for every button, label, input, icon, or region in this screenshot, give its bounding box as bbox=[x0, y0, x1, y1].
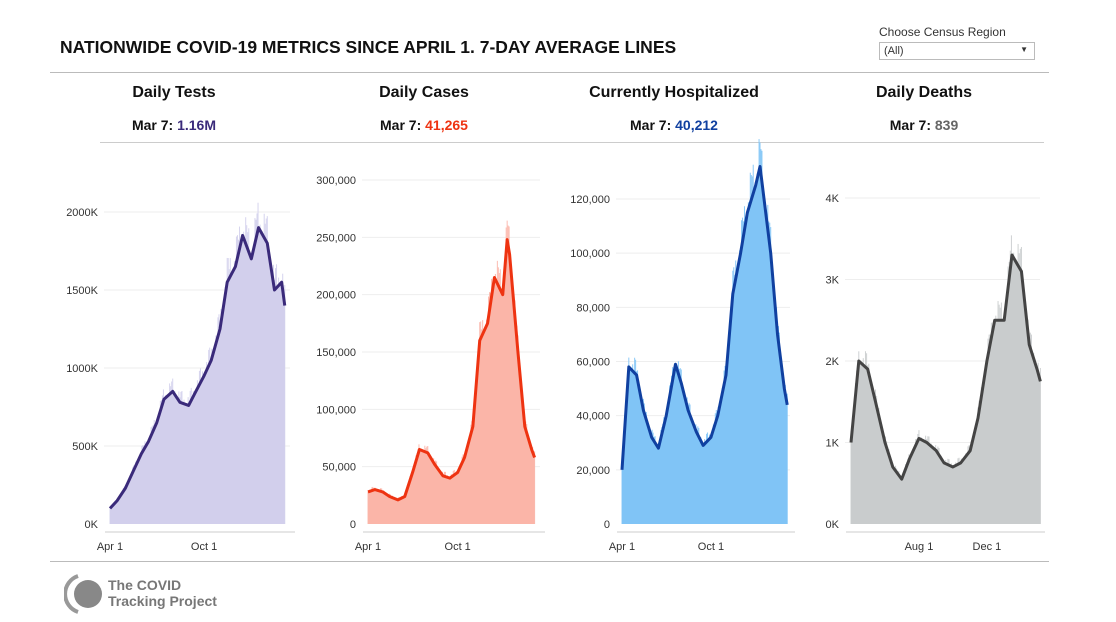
y-tick-label: 1K bbox=[826, 438, 840, 450]
y-tick-label: 60,000 bbox=[576, 357, 610, 369]
x-tick-label: Apr 1 bbox=[355, 541, 381, 553]
y-tick-label: 2000K bbox=[66, 207, 98, 219]
avg-line bbox=[849, 253, 1042, 481]
latest-metric: Mar 7: 839 bbox=[799, 117, 1049, 133]
x-tick-label: Apr 1 bbox=[609, 541, 635, 553]
y-tick-label: 300,000 bbox=[316, 175, 356, 187]
x-tick-label: Dec 1 bbox=[973, 541, 1002, 553]
y-tick-label: 40,000 bbox=[576, 411, 610, 423]
avg-line bbox=[108, 226, 287, 510]
avg-line bbox=[620, 165, 789, 470]
area-fill bbox=[622, 166, 788, 524]
chart-title: Currently Hospitalized bbox=[589, 84, 759, 101]
region-select[interactable]: (All) ▼ bbox=[879, 42, 1035, 60]
logo-line2: Tracking Project bbox=[108, 593, 217, 609]
y-tick-label: 0 bbox=[350, 519, 356, 531]
area-fill bbox=[368, 239, 535, 525]
y-tick-label: 80,000 bbox=[576, 302, 610, 314]
divider bbox=[50, 561, 1049, 562]
logo-text: The COVID Tracking Project bbox=[108, 577, 217, 609]
y-tick-label: 1500K bbox=[66, 285, 98, 297]
logo-line1: The COVID bbox=[108, 577, 182, 593]
chart-title: Daily Tests bbox=[132, 84, 216, 101]
latest-label: Mar 7: bbox=[131, 117, 174, 133]
y-tick-label: 50,000 bbox=[322, 462, 356, 474]
x-tick-label: Oct 1 bbox=[191, 541, 217, 553]
x-tick-label: Apr 1 bbox=[97, 541, 123, 553]
x-tick-label: Oct 1 bbox=[445, 541, 471, 553]
y-tick-label: 3K bbox=[826, 275, 840, 287]
y-tick-label: 0 bbox=[604, 519, 610, 531]
latest-label: Mar 7: bbox=[889, 117, 931, 133]
region-filter-label: Choose Census Region bbox=[879, 25, 1006, 39]
chart-title: Daily Cases bbox=[379, 84, 469, 101]
latest-metric: Mar 7: 1.16M bbox=[49, 117, 299, 133]
divider bbox=[50, 72, 1049, 73]
latest-label: Mar 7: bbox=[380, 117, 422, 133]
latest-value: 40,212 bbox=[675, 117, 718, 133]
y-tick-label: 500K bbox=[72, 441, 98, 453]
y-tick-label: 20,000 bbox=[576, 465, 610, 477]
y-tick-label: 250,000 bbox=[316, 232, 356, 244]
region-select-value: (All) bbox=[884, 45, 904, 57]
y-tick-label: 100,000 bbox=[570, 248, 610, 260]
latest-metric: Mar 7: 41,265 bbox=[299, 117, 549, 133]
page-title: NATIONWIDE COVID-19 METRICS SINCE APRIL … bbox=[60, 37, 677, 57]
area-fill bbox=[110, 227, 285, 524]
latest-value: 839 bbox=[934, 117, 959, 133]
avg-line bbox=[367, 238, 537, 502]
y-tick-label: 150,000 bbox=[316, 347, 356, 359]
divider bbox=[100, 142, 1044, 143]
latest-label: Mar 7: bbox=[630, 117, 672, 133]
y-tick-label: 200,000 bbox=[316, 290, 356, 302]
x-tick-label: Oct 1 bbox=[698, 541, 724, 553]
latest-value: 1.16M bbox=[177, 117, 217, 133]
y-tick-label: 4K bbox=[826, 193, 840, 205]
y-tick-label: 2K bbox=[826, 356, 840, 368]
y-tick-label: 0K bbox=[85, 519, 99, 531]
y-tick-label: 1000K bbox=[66, 363, 98, 375]
latest-value: 41,265 bbox=[425, 117, 468, 133]
latest-metric: Mar 7: 40,212 bbox=[549, 117, 799, 133]
chevron-down-icon: ▼ bbox=[1020, 45, 1028, 54]
chart-title: Daily Deaths bbox=[875, 84, 973, 101]
area-fill bbox=[851, 255, 1041, 525]
y-tick-label: 120,000 bbox=[570, 194, 610, 206]
x-tick-label: Aug 1 bbox=[905, 541, 934, 553]
y-tick-label: 100,000 bbox=[316, 404, 356, 416]
y-tick-label: 0K bbox=[826, 519, 840, 531]
logo-icon bbox=[64, 574, 102, 614]
